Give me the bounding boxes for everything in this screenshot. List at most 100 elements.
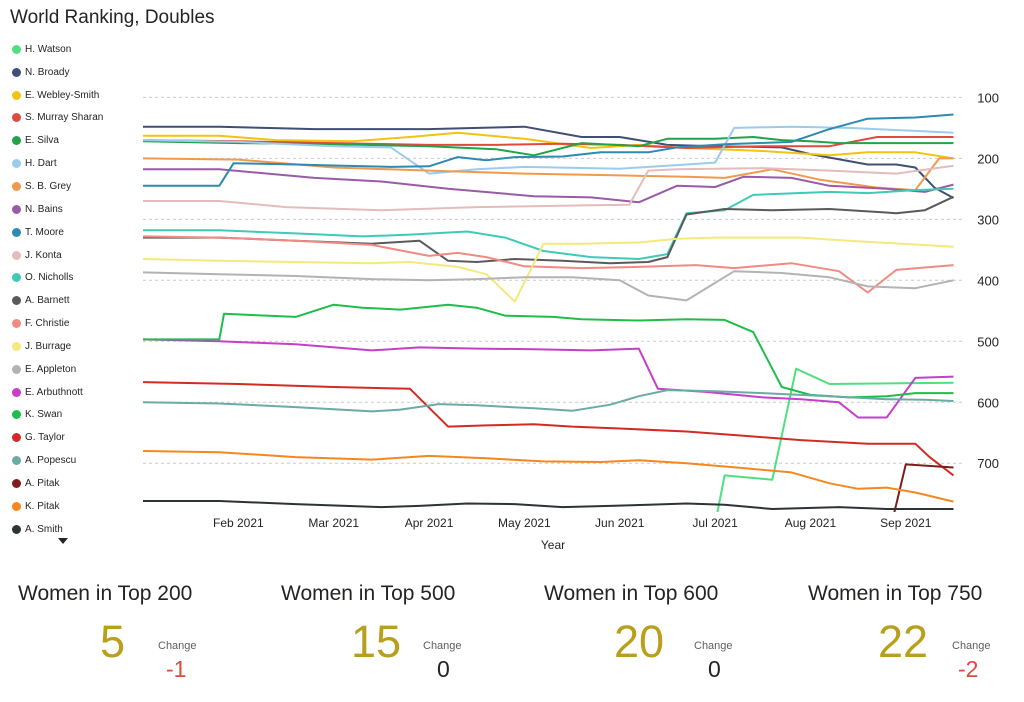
legend-item[interactable]: K. Pitak — [12, 495, 142, 518]
legend-label: A. Barnett — [25, 295, 70, 307]
kpi-card-top-500: Women in Top 500 15 Change 0 — [263, 578, 519, 702]
legend-item[interactable]: A. Popescu — [12, 449, 142, 472]
legend-item[interactable]: N. Broady — [12, 61, 142, 84]
kpi-card-top-600: Women in Top 600 20 Change 0 — [526, 578, 782, 702]
series-line[interactable] — [143, 236, 954, 303]
series-line[interactable] — [143, 381, 955, 477]
legend-marker-icon — [12, 524, 21, 534]
kpi-title: Women in Top 200 — [18, 582, 193, 605]
legend-label: E. Appleton — [25, 363, 77, 375]
x-tick-label: Apr 2021 — [405, 516, 454, 530]
x-tick-label: Aug 2021 — [785, 516, 837, 530]
kpi-title: Women in Top 500 — [281, 582, 456, 605]
legend-marker-icon — [12, 181, 21, 191]
chart-title: World Ranking, Doubles — [10, 7, 215, 28]
legend-marker-icon — [12, 296, 21, 306]
legend-label: E. Webley-Smith — [25, 89, 100, 101]
legend-item[interactable]: K. Swan — [12, 404, 142, 427]
legend-item[interactable]: H. Dart — [12, 152, 142, 175]
y-tick-label: 700 — [977, 456, 999, 471]
legend-item[interactable]: H. Watson — [12, 38, 142, 61]
x-tick-label: Feb 2021 — [213, 516, 264, 530]
legend-marker-icon — [12, 204, 21, 214]
line-chart: 100 200 300 400 500 600 700 Feb 2021 Mar 2021 Apr… — [143, 90, 999, 552]
series-line[interactable] — [143, 136, 954, 157]
legend-item[interactable]: E. Silva — [12, 129, 142, 152]
y-tick-label: 400 — [977, 273, 999, 288]
legend-label: J. Konta — [25, 249, 62, 261]
chart-legend[interactable]: H. Watson N. Broady E. Webley-Smith S. Murr… — [12, 38, 142, 541]
legend-label: H. Watson — [25, 43, 72, 55]
legend-label: K. Swan — [25, 409, 63, 421]
legend-item[interactable]: G. Taylor — [12, 426, 142, 449]
legend-item[interactable]: S. Murray Sharan — [12, 107, 142, 130]
legend-item[interactable]: E. Appleton — [12, 358, 142, 381]
series-line[interactable] — [143, 338, 954, 419]
x-tick-label: Sep 2021 — [880, 516, 932, 530]
legend-item[interactable]: A. Pitak — [12, 472, 142, 495]
series-line[interactable] — [143, 463, 954, 524]
kpi-change-value: 0 — [708, 656, 721, 682]
kpi-value: 15 — [351, 616, 402, 667]
series-line[interactable] — [143, 500, 954, 510]
kpi-change-label: Change — [423, 640, 462, 652]
legend-label: A. Smith — [25, 523, 63, 535]
x-tick-label: May 2021 — [498, 516, 551, 530]
legend-marker-icon — [12, 113, 21, 123]
legend-label: E. Silva — [25, 135, 59, 147]
series-line[interactable] — [143, 113, 954, 187]
legend-label: A. Pitak — [25, 477, 60, 489]
legend-label: F. Christie — [25, 318, 70, 330]
legend-marker-icon — [12, 364, 21, 374]
legend-item[interactable]: J. Konta — [12, 244, 142, 267]
legend-marker-icon — [12, 410, 21, 420]
y-tick-label: 200 — [977, 151, 999, 166]
legend-item[interactable]: N. Bains — [12, 198, 142, 221]
legend-marker-icon — [12, 478, 21, 488]
legend-item[interactable]: F. Christie — [12, 312, 142, 335]
legend-item[interactable]: S. B. Grey — [12, 175, 142, 198]
series-line[interactable] — [143, 195, 954, 265]
legend-marker-icon — [12, 136, 21, 146]
legend-item[interactable]: T. Moore — [12, 221, 142, 244]
legend-label: A. Popescu — [25, 455, 77, 467]
legend-marker-icon — [12, 227, 21, 237]
kpi-value: 22 — [878, 616, 929, 667]
kpi-change-label: Change — [694, 640, 733, 652]
legend-marker-icon — [12, 387, 21, 397]
kpi-value: 5 — [100, 616, 126, 667]
kpi-title: Women in Top 600 — [544, 582, 719, 605]
series-line[interactable] — [143, 389, 954, 413]
legend-item[interactable]: E. Arbuthnott — [12, 381, 142, 404]
series-line[interactable] — [143, 270, 954, 302]
legend-label: N. Broady — [25, 66, 70, 78]
legend-label: J. Burrage — [25, 340, 72, 352]
series-line[interactable] — [143, 125, 954, 175]
series-line[interactable] — [143, 168, 954, 204]
x-axis-title: Year — [541, 538, 565, 552]
series-line[interactable] — [143, 450, 954, 503]
series-line[interactable] — [143, 367, 954, 525]
legend-item[interactable]: A. Smith — [12, 518, 142, 541]
series-line[interactable] — [143, 235, 954, 294]
kpi-card-top-750: Women in Top 750 22 Change -2 — [790, 578, 1024, 702]
legend-label: G. Taylor — [25, 432, 65, 444]
kpi-change-label: Change — [952, 640, 991, 652]
legend-item[interactable]: E. Webley-Smith — [12, 84, 142, 107]
y-tick-label: 600 — [977, 395, 999, 410]
legend-item[interactable]: O. Nicholls — [12, 266, 142, 289]
y-tick-label: 300 — [977, 212, 999, 227]
legend-marker-icon — [12, 250, 21, 260]
y-tick-label: 500 — [977, 334, 999, 349]
legend-scroll-down-icon[interactable] — [58, 538, 68, 544]
legend-marker-icon — [12, 341, 21, 351]
legend-label: E. Arbuthnott — [25, 386, 83, 398]
legend-marker-icon — [12, 273, 21, 283]
legend-item[interactable]: A. Barnett — [12, 289, 142, 312]
legend-marker-icon — [12, 456, 21, 466]
series-line[interactable] — [143, 131, 954, 160]
legend-item[interactable]: J. Burrage — [12, 335, 142, 358]
kpi-title: Women in Top 750 — [808, 582, 983, 605]
series-line[interactable] — [143, 164, 954, 212]
series-line[interactable] — [143, 187, 954, 260]
